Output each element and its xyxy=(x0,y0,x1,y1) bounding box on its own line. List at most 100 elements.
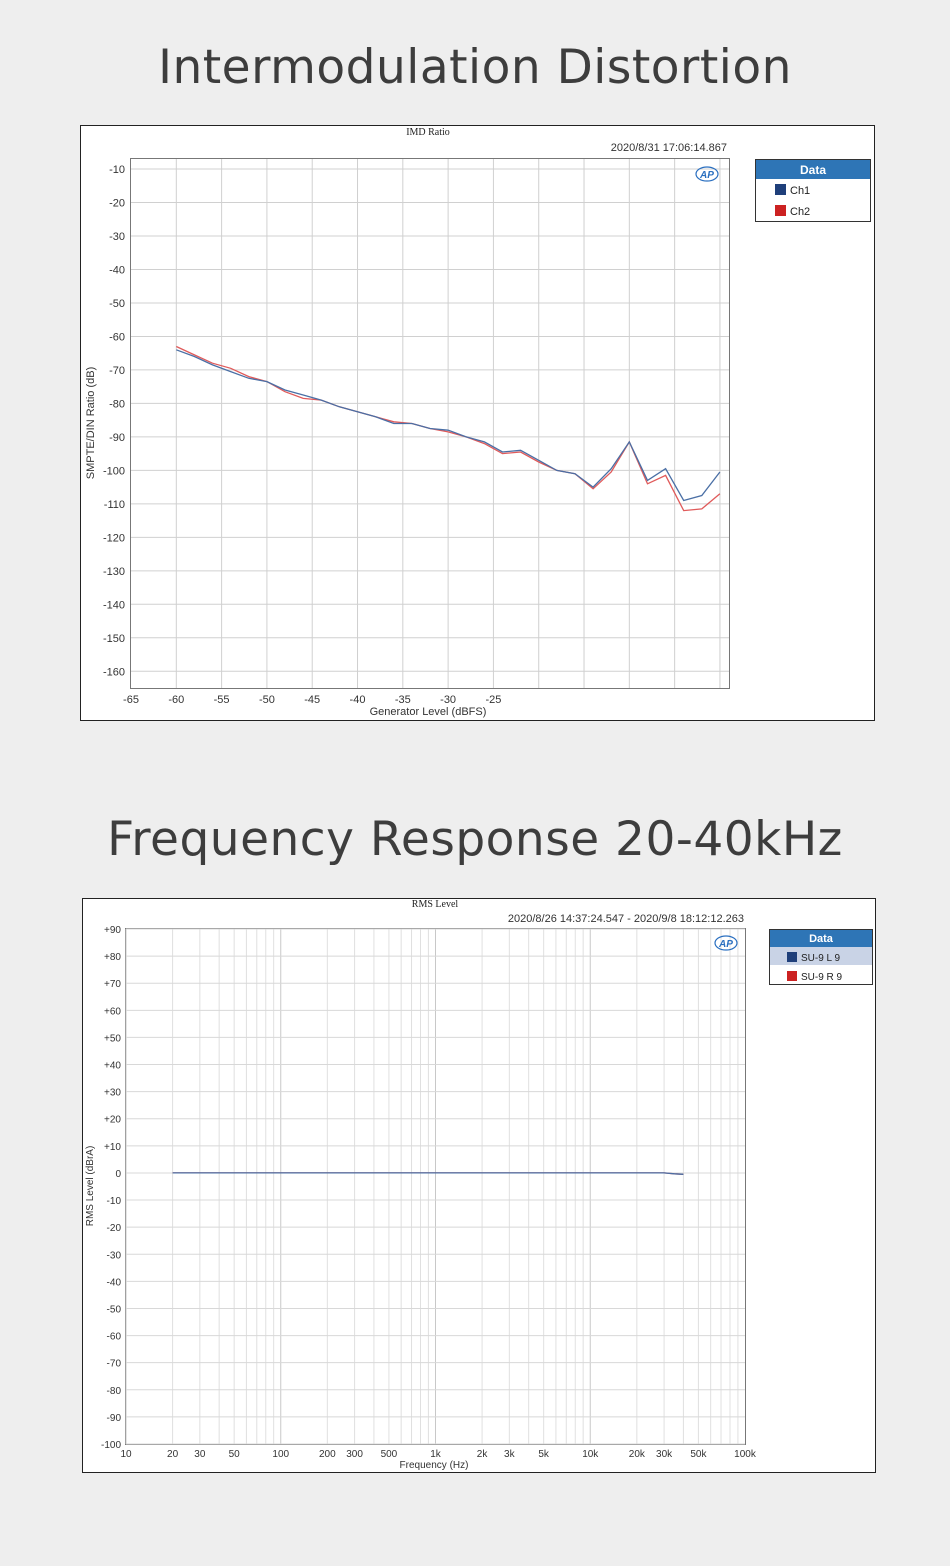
imd-chart-panel: IMD Ratio 2020/8/31 17:06:14.867 -10-20-… xyxy=(80,125,875,721)
imd-legend: Data Ch1 Ch2 xyxy=(755,159,871,222)
imd-section-heading: Intermodulation Distortion xyxy=(158,40,792,95)
ap-logo-icon: AP xyxy=(714,935,738,951)
rms-x-tick-label: 10k xyxy=(582,1449,599,1460)
rms-legend-swatch xyxy=(787,952,797,962)
rms-legend: Data SU-9 L 9 SU-9 R 9 xyxy=(769,929,873,985)
imd-y-tick-label: -50 xyxy=(109,298,125,310)
imd-y-tick-label: -120 xyxy=(103,532,125,544)
rms-x-tick-label: 50k xyxy=(690,1449,707,1460)
rms-chart-panel: RMS Level 2020/8/26 14:37:24.547 - 2020/… xyxy=(82,898,876,1473)
imd-y-tick-label: -10 xyxy=(109,164,125,176)
rms-x-tick-label: 20k xyxy=(629,1449,646,1460)
rms-y-tick-label: -30 xyxy=(107,1250,122,1261)
rms-y-tick-label: -100 xyxy=(101,1440,121,1451)
imd-x-tick-label: -50 xyxy=(259,694,275,706)
ap-logo-text: AP xyxy=(699,170,714,181)
rms-x-tick-label: 500 xyxy=(381,1449,398,1460)
imd-y-tick-label: -20 xyxy=(109,198,125,210)
imd-x-tick-labels: -65 -60 -55 -50 -45 -40 -35 -30 -25 xyxy=(123,694,501,706)
rms-y-tick-label: -70 xyxy=(107,1359,122,1370)
imd-y-tick-label: -110 xyxy=(104,499,125,511)
rms-x-tick-label: 3k xyxy=(504,1449,516,1460)
rms-y-tick-label: +70 xyxy=(104,979,121,990)
rms-chart-title: RMS Level xyxy=(412,899,459,910)
rms-legend-title: Data xyxy=(809,933,834,945)
rms-y-tick-label: 0 xyxy=(115,1169,121,1180)
rms-x-tick-labels: 10 20 30 50 100 200 300 500 1k 2k 3k 5k 10k 20k 30k 50k… xyxy=(120,1449,756,1460)
imd-y-tick-label: -160 xyxy=(103,666,125,678)
imd-x-tick-label: -35 xyxy=(395,694,411,706)
rms-y-tick-label: +60 xyxy=(104,1006,121,1017)
imd-x-tick-label: -65 xyxy=(123,694,139,706)
imd-x-tick-label: -30 xyxy=(440,694,456,706)
rms-y-tick-label: +50 xyxy=(104,1033,121,1044)
rms-x-tick-label: 200 xyxy=(319,1449,336,1460)
imd-y-tick-labels: -10 -20 -30 -40 -50 -60 -70 -80 -90 -100 -110 -120 -… xyxy=(103,164,125,678)
imd-legend-header xyxy=(756,160,870,179)
rms-x-tick-label: 30 xyxy=(194,1449,206,1460)
rms-grid xyxy=(125,928,745,1445)
imd-plot-area[interactable] xyxy=(130,158,730,689)
rms-legend-label: SU-9 L 9 xyxy=(801,953,841,964)
imd-y-tick-label: -40 xyxy=(109,264,125,276)
imd-y-tick-label: -30 xyxy=(109,231,125,243)
rms-x-tick-label: 30k xyxy=(656,1449,673,1460)
imd-grid xyxy=(131,159,729,688)
rms-y-tick-label: +80 xyxy=(104,952,121,963)
imd-legend-swatch-ch1 xyxy=(775,184,786,195)
imd-x-tick-label: -40 xyxy=(350,694,366,706)
rms-y-tick-label: -90 xyxy=(107,1413,122,1424)
imd-legend-title: Data xyxy=(800,163,826,177)
rms-y-tick-label: -60 xyxy=(107,1332,122,1343)
rms-y-tick-label: +10 xyxy=(104,1142,121,1153)
imd-y-tick-label: -90 xyxy=(109,432,125,444)
imd-y-axis-label: SMPTE/DIN Ratio (dB) xyxy=(85,367,97,479)
rms-x-tick-label: 100 xyxy=(272,1449,289,1460)
imd-y-tick-label: -70 xyxy=(109,365,125,377)
rms-legend-items: SU-9 L 9 SU-9 R 9 xyxy=(787,952,843,983)
rms-y-tick-label: -20 xyxy=(107,1223,122,1234)
rms-series-lines xyxy=(172,1172,684,1175)
imd-y-tick-label: -100 xyxy=(103,465,125,477)
frequency-response-section-heading: Frequency Response 20-40kHz xyxy=(107,812,843,867)
imd-chart-title: IMD Ratio xyxy=(406,127,450,138)
imd-y-tick-label: -130 xyxy=(103,566,125,578)
rms-x-tick-label: 1k xyxy=(430,1449,442,1460)
imd-timestamp: 2020/8/31 17:06:14.867 xyxy=(611,142,727,154)
imd-legend-label-ch2: Ch2 xyxy=(790,206,810,218)
imd-x-tick-label: -25 xyxy=(485,694,501,706)
imd-x-axis-label: Generator Level (dBFS) xyxy=(370,706,487,718)
imd-legend-swatch-ch2 xyxy=(775,205,786,216)
imd-legend-items: Ch1 Ch2 xyxy=(775,184,810,218)
rms-legend-swatch xyxy=(787,971,797,981)
imd-series-lines xyxy=(176,345,721,512)
rms-x-axis-label: Frequency (Hz) xyxy=(400,1460,469,1471)
rms-legend-header xyxy=(770,930,872,947)
rms-x-tick-label: 50 xyxy=(229,1449,241,1460)
rms-x-tick-label: 100k xyxy=(734,1449,757,1460)
rms-series-line xyxy=(172,1172,684,1175)
imd-x-tick-label: -45 xyxy=(304,694,320,706)
rms-x-tick-label: 20 xyxy=(167,1449,179,1460)
rms-x-tick-label: 300 xyxy=(346,1449,363,1460)
rms-y-axis-label: RMS Level (dBrA) xyxy=(85,1146,96,1227)
imd-x-tick-label: -60 xyxy=(168,694,184,706)
imd-y-tick-label: -80 xyxy=(109,398,125,410)
rms-y-tick-label: +20 xyxy=(104,1115,121,1126)
rms-x-tick-label: 2k xyxy=(477,1449,489,1460)
rms-y-tick-labels: +90 +80 +70 +60 +50 +40 +30 +20 +10 0 -10 -20 -30 -40… xyxy=(101,925,121,1451)
rms-timestamp: 2020/8/26 14:37:24.547 - 2020/9/8 18:12:… xyxy=(508,913,744,925)
imd-y-tick-label: -140 xyxy=(103,599,125,611)
rms-y-tick-label: -10 xyxy=(107,1196,122,1207)
ap-logo-icon: AP xyxy=(695,166,719,182)
imd-legend-label-ch1: Ch1 xyxy=(790,185,810,197)
rms-legend-label: SU-9 R 9 xyxy=(801,972,843,983)
imd-x-tick-label: -55 xyxy=(214,694,230,706)
rms-y-tick-label: +90 xyxy=(104,925,121,936)
rms-y-tick-label: +30 xyxy=(104,1088,121,1099)
ap-logo-text: AP xyxy=(718,939,733,950)
rms-x-tick-label: 5k xyxy=(538,1449,550,1460)
imd-y-tick-label: -60 xyxy=(109,331,125,343)
rms-y-tick-label: -50 xyxy=(107,1304,122,1315)
